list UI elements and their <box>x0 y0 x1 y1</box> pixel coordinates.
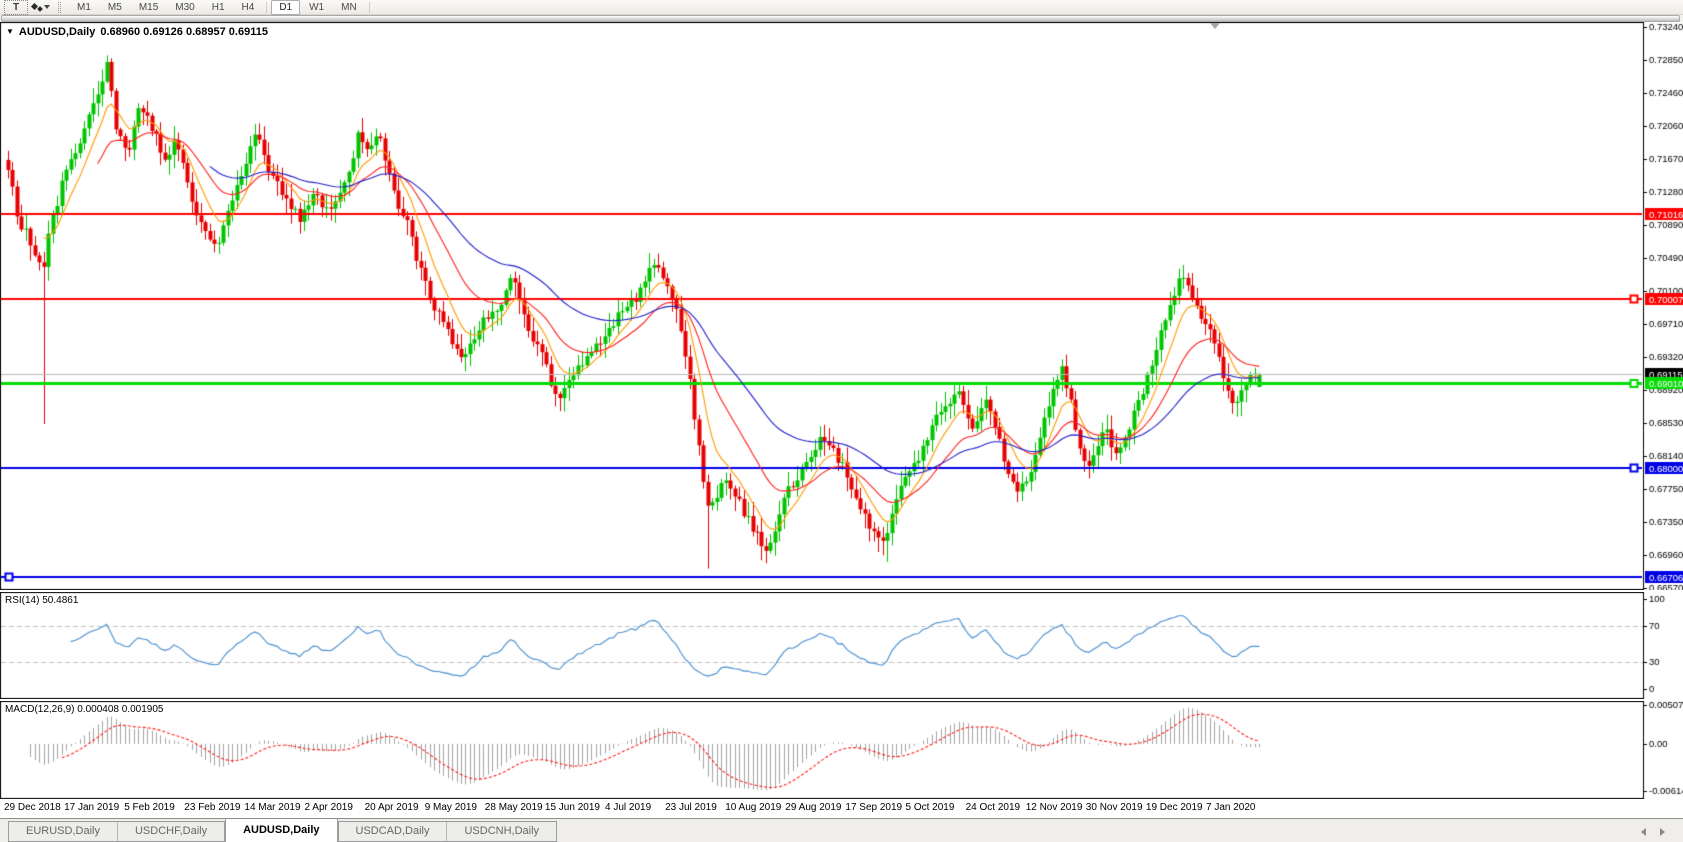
panel-divider[interactable] <box>0 590 1683 592</box>
timeframe-button-w1[interactable]: W1 <box>309 1 325 13</box>
rsi-panel: RSI(14) 50.4861 <box>0 592 1683 699</box>
main-price-chart-canvas[interactable] <box>0 22 1683 590</box>
date-axis-label: 30 Nov 2019 <box>1085 802 1143 813</box>
timeframe-button-mn[interactable]: MN <box>341 1 357 13</box>
tab-eurusd-daily[interactable]: EURUSD,Daily <box>26 825 100 837</box>
timeframe-buttons: M1 M5 M15 M30 H1 H4 D1 W1 MN <box>69 0 373 15</box>
timeframe-button-m15[interactable]: M15 <box>138 1 159 13</box>
tab-group: EURUSD,Daily USDCHF,Daily <box>8 821 226 842</box>
tab-scroll-arrows <box>1641 828 1683 842</box>
date-axis-label: 23 Jul 2019 <box>665 802 717 813</box>
tab-scroll-left-button[interactable] <box>1641 828 1646 836</box>
date-axis-label: 9 May 2019 <box>424 802 477 813</box>
timeframe-button-m5[interactable]: M5 <box>107 1 122 13</box>
toolbar-separator <box>368 1 370 13</box>
timeframe-button-m30[interactable]: M30 <box>175 1 195 13</box>
toolbar: T M1 M5 M15 M30 H1 H4 D1 W1 MN <box>0 0 1683 15</box>
chart-title: ▼ AUDUSD,Daily 0.68960 0.69126 0.68957 0… <box>6 26 268 38</box>
date-axis-label: 23 Feb 2019 <box>184 802 241 813</box>
date-axis-label: 24 Oct 2019 <box>965 802 1021 813</box>
objects-tool-icon <box>30 2 43 12</box>
chart-ohlc-values: 0.68960 0.69126 0.68957 0.69115 <box>100 26 268 38</box>
tab-usdcad-daily[interactable]: USDCAD,Daily <box>355 825 430 837</box>
date-axis-label: 17 Sep 2019 <box>845 802 903 813</box>
chevron-down-icon <box>44 5 50 9</box>
timeframe-button-h4[interactable]: H4 <box>241 1 255 13</box>
date-axis-label: 2 Apr 2019 <box>304 802 353 813</box>
tab-group: USDCAD,Daily USDCNH,Daily <box>337 821 558 842</box>
date-axis-label: 19 Dec 2019 <box>1145 802 1203 813</box>
date-axis-label: 29 Dec 2018 <box>4 802 61 813</box>
macd-indicator-canvas[interactable] <box>0 701 1683 799</box>
tab-usdchf-daily[interactable]: USDCHF,Daily <box>116 822 224 841</box>
date-axis-label: 15 Jun 2019 <box>544 802 600 813</box>
timeframe-button-m1[interactable]: M1 <box>77 1 91 13</box>
date-axis-label: 12 Nov 2019 <box>1025 802 1083 813</box>
chart-symbol-label: AUDUSD,Daily <box>18 26 96 38</box>
rsi-indicator-canvas[interactable] <box>0 592 1683 699</box>
text-tool-button[interactable]: T <box>4 0 28 15</box>
chart-shift-marker-icon[interactable] <box>1210 23 1220 29</box>
date-axis-label: 29 Aug 2019 <box>785 802 842 813</box>
objects-tool-button[interactable] <box>30 1 50 14</box>
date-axis-label: 20 Apr 2019 <box>364 802 419 813</box>
date-axis-label: 7 Jan 2020 <box>1206 802 1256 813</box>
date-axis-label: 17 Jan 2019 <box>64 802 120 813</box>
macd-panel: MACD(12,26,9) 0.000408 0.001905 <box>0 701 1683 799</box>
date-axis-label: 28 May 2019 <box>484 802 543 813</box>
collapse-triangle-icon[interactable]: ▼ <box>6 27 14 36</box>
main-chart-panel: ▼ AUDUSD,Daily 0.68960 0.69126 0.68957 0… <box>0 22 1683 590</box>
date-axis: 29 Dec 2018 17 Jan 2019 5 Feb 2019 23 Feb 2… <box>0 799 1683 818</box>
tab-usdcnh-daily[interactable]: USDCNH,Daily <box>446 822 556 841</box>
date-axis-label: 14 Mar 2019 <box>244 802 301 813</box>
date-axis-label: 4 Jul 2019 <box>605 802 652 813</box>
rsi-label: RSI(14) 50.4861 <box>5 595 79 606</box>
panel-divider[interactable] <box>0 699 1683 701</box>
toolbar-separator <box>266 1 268 13</box>
macd-label: MACD(12,26,9) 0.000408 0.001905 <box>5 704 164 715</box>
date-axis-label: 10 Aug 2019 <box>725 802 782 813</box>
timeframe-button-h1[interactable]: H1 <box>211 1 225 13</box>
chart-scrollbar <box>0 15 1683 22</box>
chart-scrollbar-thumb[interactable] <box>1 15 1680 22</box>
tab-bar: EURUSD,Daily USDCHF,Daily AUDUSD,Daily USDC… <box>0 818 1683 842</box>
tab-audusd-daily[interactable]: AUDUSD,Daily <box>225 819 338 842</box>
timeframe-button-d1[interactable]: D1 <box>271 0 301 15</box>
tab-scroll-right-button[interactable] <box>1660 828 1665 836</box>
toolbar-grip <box>58 1 61 13</box>
date-axis-label: 5 Oct 2019 <box>905 802 955 813</box>
date-axis-label: 5 Feb 2019 <box>124 802 175 813</box>
